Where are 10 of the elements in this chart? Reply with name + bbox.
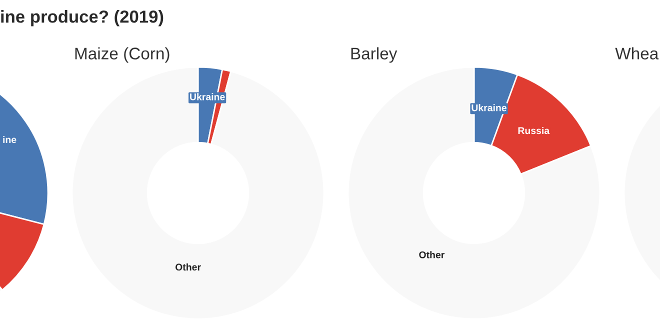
slice-label: Ukraine <box>472 104 506 112</box>
chart-title: ine produce? (2019) <box>1 10 164 26</box>
slice-label: ine <box>3 136 16 144</box>
slice-label: Other <box>419 251 445 258</box>
slice-label: Ukraine <box>190 93 225 100</box>
chart-title: Maize (Corn) <box>75 47 170 63</box>
chart-title: Barley <box>351 47 398 63</box>
slice-label: Russia <box>518 126 550 134</box>
chart-title: Whea <box>615 47 659 60</box>
slice-label: Other <box>175 263 201 271</box>
